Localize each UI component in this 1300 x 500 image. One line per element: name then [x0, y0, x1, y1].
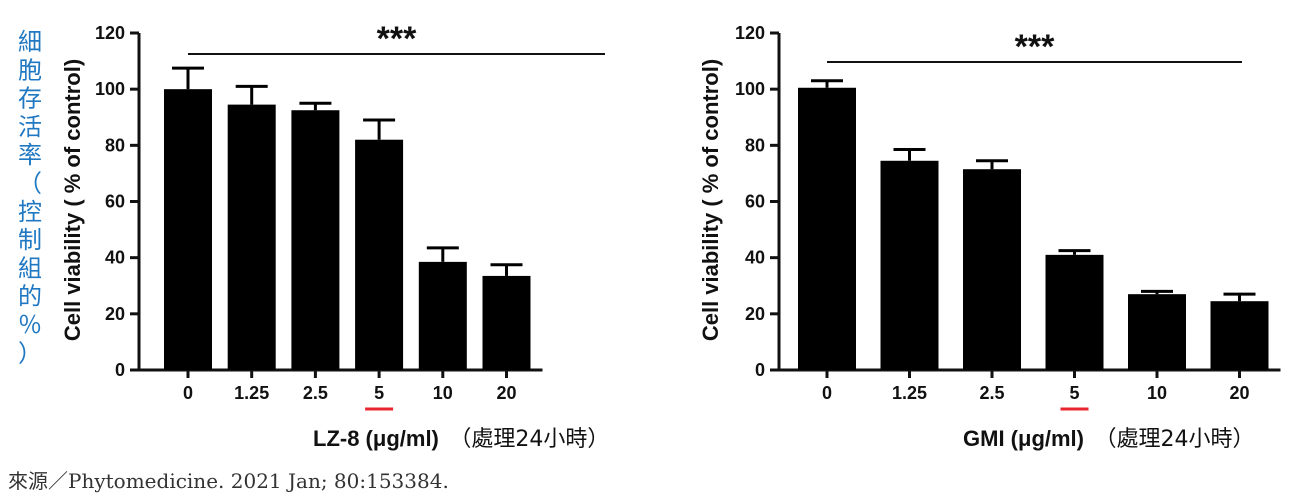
chart-gmi-x-tick-label: 20: [1229, 383, 1249, 403]
chart-lz8-x-tick-label: 20: [496, 383, 516, 403]
chart-lz8-x-tick-label: 5: [374, 383, 384, 403]
chart-lz8-y-tick-label: 60: [105, 192, 125, 212]
chart-gmi-y-axis-label: Cell viability ( % of control): [698, 59, 723, 341]
chart-lz8-y-tick-label: 80: [105, 135, 125, 155]
chart-gmi-y-tick-label: 40: [745, 248, 765, 268]
chart-lz8-x-tick-label: 10: [433, 383, 453, 403]
chart-gmi-bar: [963, 169, 1021, 370]
chart-gmi-bar: [1045, 254, 1104, 370]
chart-lz8-x-axis-label: LZ-8 (μg/ml) （處理24小時）: [313, 426, 609, 452]
chart-lz8: Cell viability ( % of control) 0 20 40 60 80…: [60, 20, 609, 452]
side-annotation-char: 制: [18, 226, 42, 254]
chart-lz8-bar: [355, 139, 404, 370]
chart-gmi-y-tick-label: 20: [745, 304, 765, 324]
source-citation: 來源／Phytomedicine. 2021 Jan; 80:153384.: [8, 469, 449, 493]
chart-gmi-y-tick-label: 0: [755, 360, 765, 380]
chart-lz8-x-tick-label: 2.5: [303, 383, 328, 403]
chart-gmi-significance-label: ***: [1015, 28, 1055, 66]
side-annotation-char: ）: [18, 339, 42, 367]
side-annotation-char: 組: [18, 254, 42, 282]
chart-lz8-bar: [227, 104, 276, 371]
chart-lz8-bar: [291, 110, 340, 371]
chart-gmi-x-tick-label: 0: [822, 383, 832, 403]
chart-gmi-x-tick-label: 10: [1147, 383, 1167, 403]
chart-lz8-y-tick-label: 120: [95, 23, 125, 43]
side-annotation-char: 活: [18, 113, 42, 141]
chart-lz8-bar: [482, 275, 531, 370]
side-annotation-char: 的: [18, 283, 42, 311]
chart-gmi-bar: [1128, 294, 1186, 370]
chart-gmi: Cell viability ( % of control) 0 20 40 60 80…: [698, 23, 1281, 452]
chart-lz8-y-tick-label: 0: [115, 360, 125, 380]
side-annotation-char: 胞: [18, 56, 42, 84]
chart-gmi-x-tick-label: 1.25: [892, 383, 927, 403]
chart-lz8-x-tick-label: 1.25: [234, 383, 269, 403]
chart-lz8-x-axis-label-main: LZ-8 (μg/ml): [313, 426, 439, 451]
chart-gmi-x-axis-label: GMI (μg/ml) （處理24小時）: [963, 426, 1254, 452]
chart-gmi-x-tick-label: 2.5: [979, 383, 1004, 403]
chart-lz8-y-axis-label: Cell viability ( % of control): [60, 59, 85, 341]
side-annotation-char: 率: [18, 141, 42, 169]
side-annotation-char: 控: [18, 198, 42, 226]
side-annotation-char: 細: [18, 28, 42, 56]
chart-gmi-x-axis-label-main: GMI (μg/ml): [963, 426, 1084, 451]
chart-gmi-bar: [798, 87, 856, 370]
chart-gmi-bar: [1210, 301, 1269, 370]
chart-gmi-x-axis-label-suffix: （處理24小時）: [1094, 427, 1254, 452]
chart-lz8-y-tick-label: 40: [105, 248, 125, 268]
chart-lz8-significance-label: ***: [377, 20, 417, 58]
chart-lz8-x-axis-label-suffix: （處理24小時）: [449, 427, 609, 452]
side-annotation-char: 存: [18, 85, 42, 113]
chart-gmi-x-tick-label: 5: [1069, 383, 1079, 403]
chart-gmi-bar: [880, 160, 939, 370]
chart-lz8-bar: [418, 261, 467, 370]
chart-gmi-y-tick-label: 120: [735, 23, 765, 43]
chart-lz8-y-tick-label: 20: [105, 304, 125, 324]
chart-lz8-y-tick-label: 100: [95, 79, 125, 99]
chart-lz8-x-tick-label: 0: [183, 383, 193, 403]
chart-gmi-y-tick-label: 80: [745, 135, 765, 155]
chart-gmi-y-tick-label: 100: [735, 79, 765, 99]
side-annotation-char: ％: [18, 311, 42, 339]
chart-lz8-bar: [164, 89, 212, 371]
side-annotation-char: （: [18, 170, 42, 198]
chart-gmi-y-tick-label: 60: [745, 192, 765, 212]
